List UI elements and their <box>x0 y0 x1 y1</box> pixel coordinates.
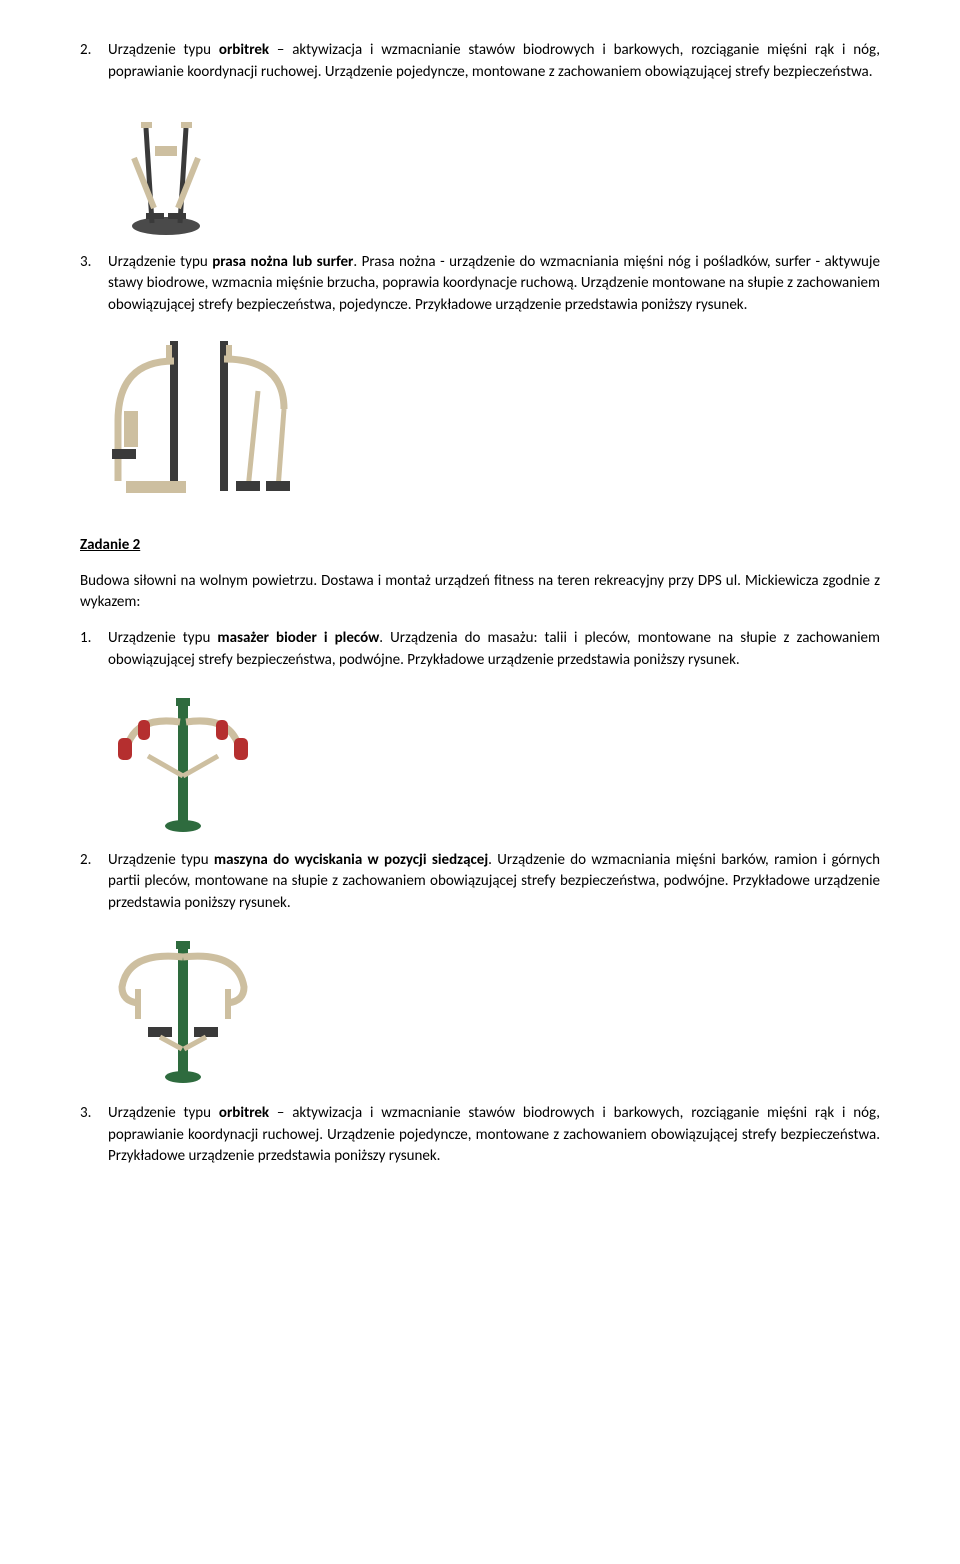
list-body: Urządzenie typu prasa nożna lub surfer. … <box>108 252 880 317</box>
list-body: Urządzenie typu maszyna do wyciskania w … <box>108 850 880 915</box>
list-item-z2-3: 3. Urządzenie typu orbitrek – aktywizacj… <box>80 1103 880 1168</box>
list-item-top-2: 2. Urządzenie typu orbitrek – aktywizacj… <box>80 40 880 84</box>
equipment-name: maszyna do wyciskania w pozycji siedzące… <box>214 851 488 869</box>
list-number: 3. <box>80 1103 108 1168</box>
text-prefix: Urządzenie typu <box>108 253 212 271</box>
list-number: 3. <box>80 252 108 317</box>
figure-orbitrek <box>108 98 880 238</box>
equipment-name: masażer bioder i pleców <box>217 629 379 647</box>
list-body: Urządzenie typu masażer bioder i pleców.… <box>108 628 880 672</box>
equipment-name: orbitrek <box>219 1104 269 1122</box>
list-number: 2. <box>80 40 108 84</box>
list-item-top-3: 3. Urządzenie typu prasa nożna lub surfe… <box>80 252 880 317</box>
text-prefix: Urządzenie typu <box>108 629 217 647</box>
text-prefix: Urządzenie typu <box>108 1104 219 1122</box>
list-number: 2. <box>80 850 108 915</box>
text-prefix: Urządzenie typu <box>108 41 219 59</box>
intro-paragraph: Budowa siłowni na wolnym powietrzu. Dost… <box>80 571 880 615</box>
figure-prasa-surfer <box>108 331 880 511</box>
list-body: Urządzenie typu orbitrek – aktywizacja i… <box>108 40 880 84</box>
equipment-name: prasa nożna lub surfer <box>212 253 353 271</box>
figure-masazer <box>108 686 880 836</box>
section-heading-zadanie2: Zadanie 2 <box>80 535 880 557</box>
list-item-z2-1: 1. Urządzenie typu masażer bioder i plec… <box>80 628 880 672</box>
figure-press <box>108 929 880 1089</box>
equipment-name: orbitrek <box>219 41 269 59</box>
text-prefix: Urządzenie typu <box>108 851 214 869</box>
list-body: Urządzenie typu orbitrek – aktywizacja i… <box>108 1103 880 1168</box>
list-number: 1. <box>80 628 108 672</box>
list-item-z2-2: 2. Urządzenie typu maszyna do wyciskania… <box>80 850 880 915</box>
